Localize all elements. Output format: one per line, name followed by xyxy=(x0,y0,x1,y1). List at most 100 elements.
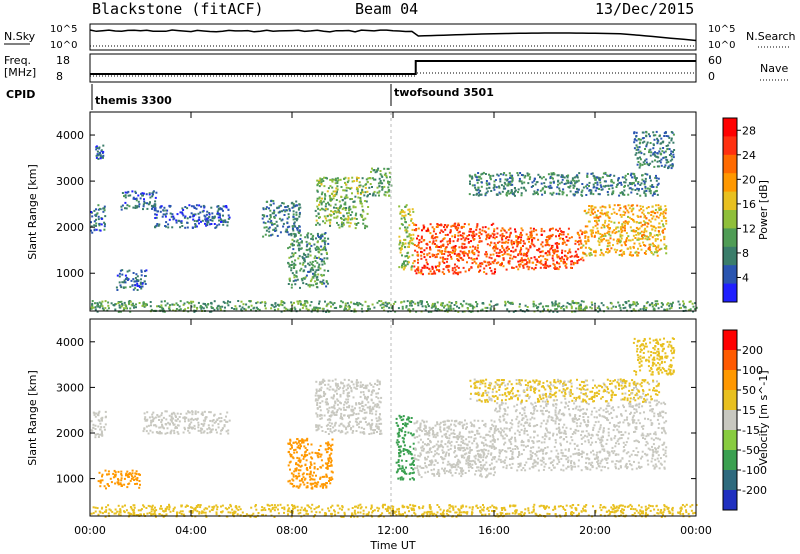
scatter-cell xyxy=(654,239,657,242)
scatter-cell xyxy=(664,212,667,215)
scatter-cell xyxy=(637,247,639,250)
scatter-cell xyxy=(651,236,654,239)
scatter-cell xyxy=(544,260,547,263)
scatter-cell xyxy=(659,147,662,150)
scatter-cell xyxy=(613,221,616,224)
scatter-cell xyxy=(132,272,135,274)
y-tick-label: 3000 xyxy=(56,175,84,188)
scatter-cell xyxy=(508,181,511,184)
scatter-cell xyxy=(526,309,528,311)
scatter-cell xyxy=(162,308,165,310)
scatter-cell xyxy=(332,397,335,400)
scatter-cell xyxy=(133,306,135,309)
scatter-cell xyxy=(319,409,322,412)
scatter-cell xyxy=(148,416,151,419)
scatter-cell xyxy=(136,282,139,285)
scatter-cell xyxy=(656,160,659,163)
scatter-cell xyxy=(119,482,122,485)
scatter-cell xyxy=(458,246,461,249)
scatter-cell xyxy=(556,186,559,189)
scatter-cell xyxy=(181,207,184,210)
scatter-cell xyxy=(486,253,488,256)
scatter-cell xyxy=(306,469,309,471)
scatter-cell xyxy=(335,199,338,201)
scatter-cell xyxy=(483,271,486,274)
scatter-cell xyxy=(161,215,164,218)
scatter-cell xyxy=(377,191,380,194)
scatter-cell xyxy=(101,305,104,308)
scatter-cell xyxy=(336,207,339,210)
scatter-cell xyxy=(295,211,298,214)
scatter-cell xyxy=(179,226,182,229)
scatter-cell xyxy=(235,308,238,311)
scatter-cell xyxy=(100,426,103,429)
scatter-cell xyxy=(579,303,582,306)
scatter-cell xyxy=(510,243,513,246)
scatter-cell xyxy=(665,209,667,212)
scatter-cell xyxy=(444,248,447,250)
scatter-cell xyxy=(408,304,411,307)
scatter-cell xyxy=(203,430,206,433)
scatter-cell xyxy=(535,263,538,266)
scatter-cell xyxy=(551,302,554,305)
scatter-cell xyxy=(652,186,655,188)
scatter-cell xyxy=(136,205,139,208)
scatter-cell xyxy=(476,181,479,184)
scatter-cell xyxy=(546,264,549,267)
scatter-cell xyxy=(135,273,138,276)
scatter-cell xyxy=(97,215,100,218)
scatter-cell xyxy=(321,274,323,277)
scatter-cell xyxy=(584,235,587,238)
scatter-cell xyxy=(600,240,603,243)
scatter-cell xyxy=(306,300,309,303)
scatter-cell xyxy=(208,426,211,429)
scatter-cell xyxy=(512,250,515,253)
scatter-cell xyxy=(535,229,538,232)
scatter-cell xyxy=(555,308,558,310)
scatter-cell xyxy=(448,264,451,267)
scatter-cell xyxy=(154,226,157,229)
scatter-cell xyxy=(146,207,149,210)
scatter-cell xyxy=(477,251,480,254)
scatter-cell xyxy=(405,204,408,207)
scatter-cell xyxy=(433,270,436,273)
scatter-cell xyxy=(605,211,608,214)
scatter-cell xyxy=(101,479,104,482)
scatter-cell xyxy=(479,189,482,192)
scatter-cell xyxy=(353,180,356,183)
scatter-cell xyxy=(329,224,331,227)
scatter-cell xyxy=(401,264,403,267)
scatter-cell xyxy=(197,424,200,426)
scatter-cell xyxy=(353,386,356,389)
scatter-cell xyxy=(677,300,680,303)
scatter-cell xyxy=(347,207,350,210)
scatter-cell xyxy=(334,177,337,180)
scatter-cell xyxy=(438,246,441,248)
scatter-cell xyxy=(316,179,319,182)
scatter-cell xyxy=(96,302,99,305)
scatter-cell xyxy=(560,307,563,310)
scatter-cell xyxy=(316,245,318,248)
scatter-cell xyxy=(489,308,492,311)
scatter-cell xyxy=(590,189,593,192)
scatter-cell xyxy=(596,307,599,309)
scatter-cell xyxy=(543,230,546,233)
scatter-cell xyxy=(135,478,138,481)
scatter-cell xyxy=(459,271,462,274)
scatter-cell xyxy=(312,238,314,241)
scatter-cell xyxy=(403,211,406,214)
scatter-cell xyxy=(628,253,631,256)
scatter-cell xyxy=(598,193,601,196)
scatter-cell xyxy=(657,234,659,237)
scatter-cell xyxy=(308,270,311,273)
scatter-cell xyxy=(374,171,377,174)
scatter-cell xyxy=(217,423,220,426)
scatter-cell xyxy=(169,430,172,433)
scatter-cell xyxy=(296,442,299,445)
scatter-cell xyxy=(95,213,98,216)
scatter-cell xyxy=(409,214,412,217)
scatter-cell xyxy=(97,218,100,221)
scatter-cell xyxy=(328,213,331,216)
scatter-cell xyxy=(672,153,675,156)
scatter-cell xyxy=(651,185,654,188)
